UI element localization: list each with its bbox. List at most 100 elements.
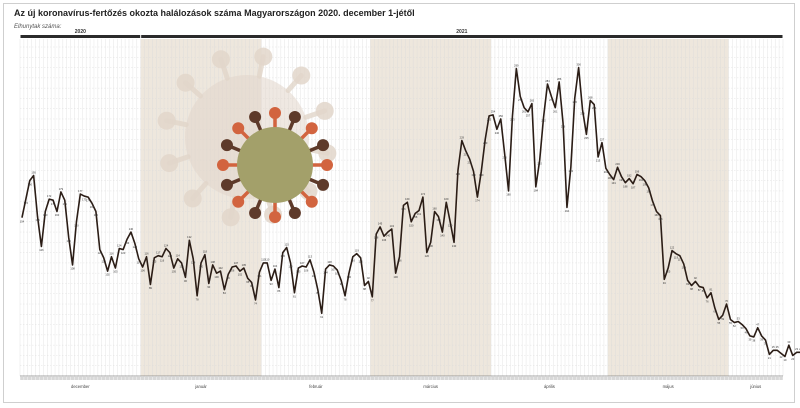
data-label: 96 — [184, 279, 187, 283]
data-label: 196 — [635, 169, 640, 173]
data-label: 230 — [483, 141, 488, 145]
virus-ghost-spike-head — [176, 73, 195, 92]
day-tick — [526, 377, 530, 380]
day-tick — [43, 377, 48, 380]
day-tick — [775, 377, 779, 380]
data-label: 78 — [196, 297, 199, 301]
day-tick — [82, 377, 86, 380]
data-label: 169 — [405, 197, 410, 201]
day-tick — [569, 377, 573, 380]
day-tick — [487, 377, 491, 380]
data-label: 104 — [273, 264, 278, 268]
data-label: 55 — [729, 321, 732, 325]
day-tick — [354, 377, 359, 380]
data-label: 171 — [63, 202, 68, 206]
virus-spike-head — [232, 195, 245, 208]
data-label: 93 — [686, 282, 689, 286]
day-tick — [561, 377, 565, 380]
day-tick — [175, 377, 180, 380]
data-label: 130 — [429, 244, 434, 248]
data-label: 116 — [109, 252, 114, 256]
data-label: 107 — [331, 268, 336, 272]
data-label: 91 — [250, 284, 253, 288]
data-label: 106 — [304, 269, 309, 273]
day-tick — [755, 377, 760, 380]
data-label: 155 — [35, 218, 40, 222]
data-label: 191 — [611, 181, 616, 185]
data-label: 94 — [663, 281, 666, 285]
day-tick — [98, 377, 102, 380]
day-tick — [269, 377, 273, 380]
day-tick — [273, 377, 277, 380]
day-tick — [121, 377, 125, 380]
day-tick — [31, 377, 36, 380]
virus-ghost-spike-head — [211, 50, 230, 69]
data-label: 20 — [791, 357, 794, 361]
data-label: 122 — [670, 245, 675, 249]
data-label: 130 — [452, 244, 457, 248]
day-tick — [619, 377, 624, 380]
data-label: 150 — [74, 223, 79, 227]
day-tick — [736, 377, 740, 380]
day-tick — [463, 377, 468, 380]
virus-ghost-spike-head — [315, 101, 334, 120]
day-tick — [331, 377, 336, 380]
month-label: június — [749, 384, 761, 389]
data-label: 105 — [113, 270, 118, 274]
data-label: 202 — [604, 170, 609, 174]
day-tick — [467, 377, 472, 380]
day-tick — [643, 377, 647, 380]
day-tick — [506, 377, 511, 380]
data-label: 286 — [557, 77, 562, 81]
day-tick — [584, 377, 589, 380]
month-label: december — [71, 384, 90, 389]
virus-ghost-spike-head — [160, 154, 179, 173]
day-tick — [456, 377, 460, 380]
day-tick — [452, 377, 456, 380]
day-tick — [140, 377, 145, 380]
virus-ghost-spike-head — [183, 189, 202, 208]
data-label: 171 — [51, 202, 56, 206]
data-label: 211 — [468, 161, 473, 165]
day-tick — [724, 377, 729, 380]
day-tick — [55, 377, 59, 380]
year-label: 2021 — [456, 29, 467, 35]
data-label: 187 — [631, 185, 636, 189]
data-label: 102 — [238, 273, 243, 277]
day-tick — [752, 377, 756, 380]
day-tick — [253, 377, 258, 380]
data-label: 229 — [460, 135, 465, 139]
data-label: 246 — [561, 125, 566, 129]
data-label: 166 — [401, 207, 406, 211]
day-tick — [502, 377, 507, 380]
day-tick — [549, 377, 554, 380]
data-label: 174 — [475, 199, 480, 203]
data-label: 268 — [588, 95, 593, 99]
day-tick — [534, 377, 538, 380]
day-tick — [771, 377, 776, 380]
day-tick — [390, 377, 394, 380]
data-label: 116 — [160, 258, 165, 262]
day-tick — [537, 377, 542, 380]
data-label: 188 — [623, 184, 628, 188]
day-tick — [713, 377, 717, 380]
day-tick — [425, 377, 429, 380]
virus-spike-head — [269, 211, 281, 223]
data-label: 227 — [600, 137, 605, 141]
day-tick — [339, 377, 343, 380]
data-label: 174 — [421, 192, 426, 196]
day-tick — [748, 377, 752, 380]
data-label: 76 — [706, 299, 709, 303]
data-label: 250 — [499, 114, 504, 118]
day-tick — [129, 377, 133, 380]
day-tick — [744, 377, 748, 380]
data-label: 110 — [261, 258, 266, 262]
day-tick — [405, 377, 410, 380]
virus-spike-head — [321, 159, 333, 171]
data-label: 160 — [43, 213, 48, 217]
data-label: 252 — [541, 119, 546, 123]
day-tick — [717, 377, 721, 380]
virus-core — [237, 127, 313, 203]
data-label: 86 — [277, 289, 280, 293]
data-label: 116 — [351, 258, 356, 262]
